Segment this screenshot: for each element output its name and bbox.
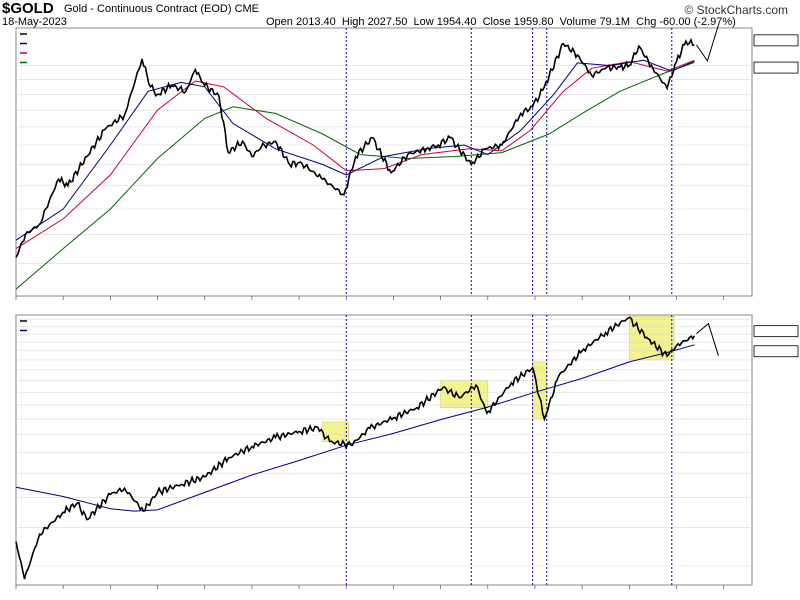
- high-value: 2027.50: [367, 16, 408, 28]
- chg-value: -60.00 (-2.97%): [659, 16, 736, 28]
- low-label: Low: [413, 16, 434, 28]
- projection-line: [696, 322, 719, 356]
- chart-date: 18-May-2023: [2, 16, 67, 28]
- chart-panel-0: [15, 24, 799, 300]
- last-value-box: [753, 325, 799, 338]
- high-label: High: [341, 16, 365, 28]
- chart-panel-1: [15, 314, 799, 589]
- open-label: Open: [266, 16, 293, 28]
- chg-label: Chg: [636, 16, 657, 28]
- projection-line: [696, 24, 719, 62]
- symbol-description: Gold - Continuous Contract (EOD) CME: [64, 3, 259, 15]
- quote-summary: Open 2013.40 High 2027.50 Low 1954.40 Cl…: [266, 16, 736, 28]
- open-value: 2013.40: [295, 16, 336, 28]
- close-label: Close: [482, 16, 511, 28]
- series-line-3: [15, 61, 695, 290]
- description-text: Gold - Continuous Contract (EOD): [64, 3, 232, 15]
- volume-value: 79.1M: [599, 16, 631, 28]
- close-value: 1959.80: [513, 16, 554, 28]
- symbol-title: $GOLD: [2, 0, 54, 17]
- series-line-1: [15, 59, 695, 241]
- series-line-0: [15, 37, 695, 258]
- last-value-box: [753, 34, 799, 47]
- exchange-text: CME: [234, 3, 260, 15]
- last-value-box: [753, 61, 799, 74]
- brand-logo[interactable]: © StockCharts.com: [684, 3, 788, 17]
- highlight-box: [322, 421, 350, 443]
- panel-frame: [15, 27, 753, 297]
- series-line-0: [15, 316, 696, 580]
- last-value-box: [753, 345, 799, 358]
- series-line-2: [15, 59, 695, 250]
- low-value: 1954.40: [436, 16, 477, 28]
- volume-label: Volume: [559, 16, 597, 28]
